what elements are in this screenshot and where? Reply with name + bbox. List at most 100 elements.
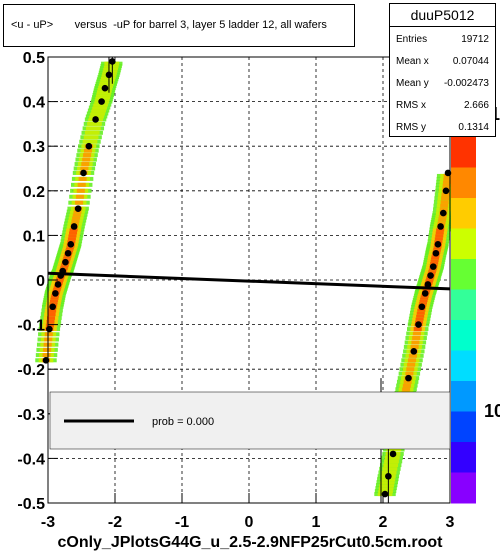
profile-point [64,249,72,257]
profile-point [46,325,53,333]
density-cell [99,79,115,84]
density-cell [405,371,414,376]
density-cell [48,308,57,313]
plot-title: <u - uP> versus -uP for barrel 3, layer … [11,19,327,31]
density-cell [100,77,116,82]
density-cell [84,130,100,135]
density-cell [50,298,59,303]
profile-point [52,290,59,297]
color-scale-label: 10 [484,401,500,421]
y-tick-label: -0.3 [17,407,45,424]
density-cell [434,236,443,241]
profile-point [70,223,78,230]
fit-line [47,271,451,291]
density-cell [403,379,412,384]
y-axis: -0.5 -0.4 -0.3 -0.2 -0.1 0 0.1 0.2 0.3 0.4 0.5 [17,50,58,513]
density-cell [82,157,91,162]
stats-value: 19712 [461,34,489,45]
y-tick-label: 0.1 [23,228,45,245]
density-cell [46,315,56,320]
density-cell [81,162,90,167]
density-cell [67,236,76,241]
profile-point [385,472,392,480]
x-tick-label: -3 [41,514,55,531]
color-scale-swatch [451,320,476,351]
density-cell [442,182,451,187]
density-cell [75,200,84,205]
density-cell [102,68,118,73]
profile-point [410,348,418,355]
profile-point [440,209,447,217]
profile-point [109,58,116,65]
color-scale-swatch [451,442,476,473]
density-cell [441,196,450,201]
density-cell [415,316,424,321]
profile-point [437,223,444,230]
x-tick-label: 0 [245,514,254,531]
profile-point [98,98,105,105]
density-cell [45,323,54,328]
y-tick-label: 0.5 [23,50,45,67]
density-cell [416,310,425,315]
profile-point [405,374,412,382]
density-cell [418,300,427,305]
density-cell [440,203,449,208]
stats-key: RMS y [396,122,426,133]
density-cell [430,260,439,265]
stats-key: Mean x [396,56,429,67]
color-scale-swatch [451,350,476,382]
density-cell [72,212,81,217]
stats-key: Entries [396,34,428,45]
density-cell [382,466,398,471]
density-cell [83,135,99,140]
density-cell [431,255,440,260]
density-cell [437,220,446,225]
stats-title: duuP5012 [390,4,495,27]
stats-value: 0.07044 [452,56,489,67]
color-scale-swatch [451,289,476,321]
density-cell [96,90,112,95]
density-cell [85,126,101,131]
density-cell [416,313,425,318]
color-scale-swatch [451,198,476,229]
stats-row-entries: Entries 19712 [396,28,489,52]
color-scale-swatch [451,228,476,260]
y-tick-label: -0.5 [17,496,45,513]
density-cell [42,353,51,358]
density-cell [408,358,417,363]
density-cell [103,66,119,71]
legend: prob = 0.000 [49,391,451,450]
density-cell [95,92,111,97]
density-cell [437,217,446,222]
density-cell [379,483,395,488]
density-cell [71,218,80,223]
stats-row-rms-y: RMS y 0.1314 [396,116,489,140]
profile-point [59,267,67,275]
density-cell [420,295,429,300]
color-scale-swatch [451,381,476,412]
density-cell [80,166,89,171]
density-cell [379,480,395,485]
density-cell [68,230,78,235]
density-cell [95,95,111,100]
density-cell [91,108,106,113]
profile-points [42,58,452,498]
profile-point [442,187,450,195]
x-axis: -3 -2 -1 0 1 2 3 [41,493,455,531]
density-cell [438,215,447,220]
profile-point [85,142,93,150]
y-tick-label: 0.3 [23,139,45,156]
density-cell [378,486,394,491]
legend-label: prob = 0.000 [152,416,214,428]
color-scale-swatch [451,259,476,290]
profile-point [432,249,440,257]
density-cell [430,257,439,262]
profile-point [429,263,437,270]
stats-value: 2.666 [463,100,489,111]
y-tick-label: -0.4 [17,451,45,468]
stats-key: Mean y [396,78,429,89]
density-cell [75,194,84,199]
x-tick-label: 2 [379,514,388,531]
density-cell [384,459,399,464]
